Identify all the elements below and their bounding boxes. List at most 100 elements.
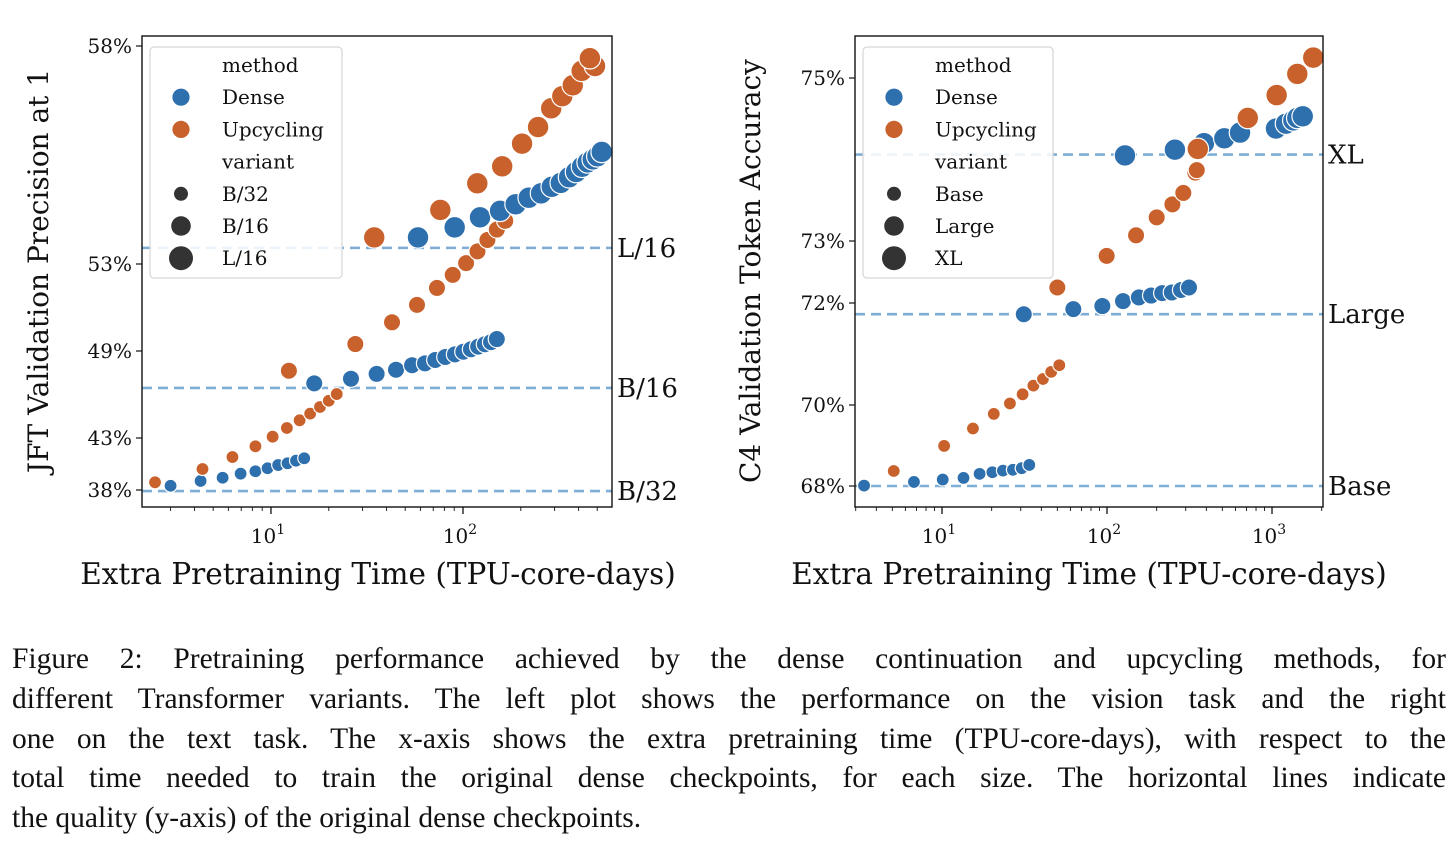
- data-point-upcycling-base: [1052, 358, 1067, 373]
- data-point-upcycling-xl: [1285, 62, 1309, 86]
- data-point-upcycling-b-16: [443, 265, 462, 285]
- legend-label: XL: [935, 246, 963, 270]
- data-point-upcycling-xl: [1186, 137, 1210, 161]
- data-point-dense-l-16: [406, 226, 430, 249]
- data-point-upcycling-xl: [1265, 83, 1289, 107]
- data-point-upcycling-l-16: [510, 132, 534, 156]
- legend-marker-upcycling: [885, 120, 903, 138]
- x-tick-exponent: 2: [1112, 522, 1121, 538]
- axes-frame: [141, 35, 613, 508]
- data-point-upcycling-b-16: [346, 334, 365, 354]
- reference-line-label: Base: [1328, 472, 1391, 502]
- x-tick-label: 102: [443, 522, 477, 548]
- legend-title-variant: variant: [221, 150, 294, 174]
- data-point-upcycling-b-32: [248, 439, 263, 454]
- data-point-dense-base: [1022, 457, 1037, 473]
- data-point-dense-base: [906, 474, 922, 490]
- legend-label: L/16: [222, 246, 267, 270]
- data-point-upcycling-large: [1048, 278, 1067, 297]
- legend-label: Large: [935, 214, 994, 238]
- reference-line-label: XL: [1328, 141, 1364, 171]
- data-point-dense-b-16: [386, 360, 406, 379]
- y-axis-label: C4 Validation Token Accuracy: [734, 59, 767, 483]
- axes-frame: [854, 35, 1324, 508]
- x-tick-label: 103: [1252, 522, 1286, 548]
- reference-line-label: L/16: [617, 234, 676, 264]
- data-point-upcycling-base: [937, 438, 952, 454]
- data-point-upcycling-b-32: [292, 413, 307, 428]
- y-tick-label: 75%: [801, 66, 845, 90]
- data-point-upcycling-base: [965, 421, 981, 436]
- data-point-upcycling-l-16: [526, 115, 550, 139]
- data-point-upcycling-b-32: [329, 386, 344, 402]
- data-point-upcycling-l-16: [465, 171, 489, 195]
- data-point-upcycling-large: [1187, 160, 1206, 180]
- x-axis-label: Extra Pretraining Time (TPU-core-days): [80, 557, 676, 591]
- data-point-dense-large: [1014, 305, 1033, 324]
- caption-line: Figure 2: Pretraining performance achiev…: [12, 643, 1446, 675]
- data-point-upcycling-base: [1015, 387, 1030, 402]
- data-point-upcycling-large: [1163, 195, 1182, 214]
- x-tick-base: 10: [251, 524, 276, 548]
- legend-marker-dense: [172, 88, 190, 106]
- data-point-dense-b-16: [341, 369, 361, 388]
- legend-box: [862, 46, 1054, 279]
- legend-marker-size: [171, 216, 191, 236]
- data-point-upcycling-base: [886, 463, 901, 479]
- x-axis-label: Extra Pretraining Time (TPU-core-days): [791, 557, 1387, 591]
- data-point-upcycling-large: [1147, 208, 1166, 227]
- legend-title-method: method: [222, 53, 299, 77]
- legend-marker-upcycling: [172, 120, 190, 138]
- reference-line-label: Large: [1328, 300, 1405, 330]
- x-tick-label: 101: [251, 522, 285, 548]
- y-tick-label: 49%: [88, 339, 132, 363]
- x-tick-label: 102: [1087, 522, 1121, 548]
- data-point-dense-xl: [1291, 104, 1315, 128]
- legend-label: Dense: [222, 85, 285, 109]
- data-point-upcycling-b-32: [265, 429, 280, 444]
- data-point-upcycling-base: [1026, 378, 1041, 393]
- legend-label: B/32: [222, 182, 269, 206]
- legend: method Dense Upcycling variant B/32 B/16 L/16: [149, 46, 343, 279]
- data-point-dense-large: [1179, 278, 1199, 297]
- data-point-upcycling-b-16: [456, 253, 476, 273]
- x-tick-base: 10: [1252, 524, 1277, 548]
- data-point-upcycling-large: [1097, 246, 1116, 266]
- legend-marker-size: [887, 186, 901, 201]
- data-point-upcycling-b-16: [382, 313, 402, 332]
- data-point-dense-b-16: [305, 374, 324, 393]
- data-point-dense-b-16: [367, 364, 386, 384]
- x-tick-exponent: 2: [468, 522, 477, 538]
- data-point-upcycling-base: [1002, 396, 1018, 411]
- data-point-dense-large: [1064, 299, 1083, 319]
- data-point-dense-xl: [1113, 144, 1137, 167]
- x-tick-base: 10: [922, 524, 947, 548]
- caption-line: total time needed to train the original …: [12, 762, 1446, 795]
- data-point-dense-b-32: [215, 470, 230, 485]
- data-point-upcycling-l-16: [578, 46, 602, 70]
- y-tick-label: 58%: [88, 34, 132, 58]
- legend-marker-size: [882, 246, 906, 271]
- data-point-dense-b-32: [233, 466, 248, 481]
- legend-marker-dense: [885, 88, 903, 106]
- data-point-dense-b-32: [163, 478, 178, 493]
- legend-label: B/16: [222, 214, 269, 238]
- legend: method Dense Upcycling variant Base Large XL: [862, 46, 1054, 279]
- caption-line: the quality (y-axis) of the original den…: [12, 802, 642, 835]
- legend-box: [149, 46, 343, 279]
- data-point-upcycling-b-32: [303, 406, 318, 421]
- data-point-upcycling-xl: [1236, 106, 1260, 130]
- data-point-dense-base: [856, 478, 872, 493]
- legend-marker-size: [884, 216, 904, 236]
- legend-marker-size: [169, 246, 193, 271]
- data-point-dense-l-16: [443, 215, 467, 239]
- data-point-upcycling-b-16: [427, 278, 447, 298]
- data-point-dense-b-32: [193, 473, 208, 489]
- data-point-dense-base: [972, 466, 987, 481]
- x-tick-exponent: 1: [276, 522, 285, 538]
- caption-line: different Transformer variants. The left…: [12, 682, 1446, 715]
- y-tick-label: 68%: [801, 474, 845, 498]
